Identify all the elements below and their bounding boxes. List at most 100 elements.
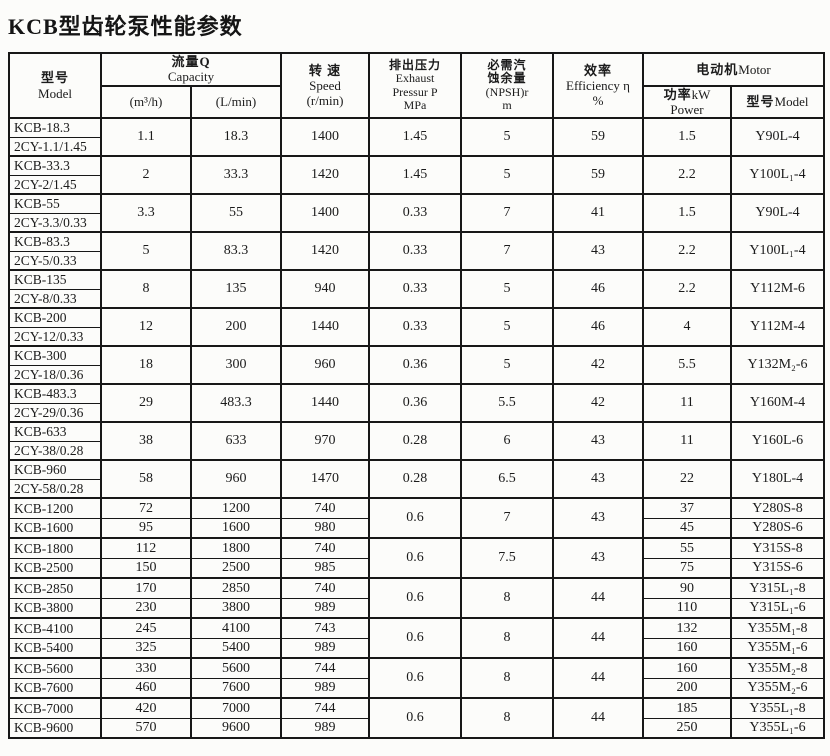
cell-capacity-lmin: 300	[190, 345, 282, 386]
cell-npsh: 5.5	[460, 383, 554, 424]
header-line: Efficiency η	[566, 77, 630, 93]
cell-npsh: 8	[460, 657, 554, 700]
cell-speed: 740	[280, 537, 370, 559]
cell-motor-model: Y355M₂-6	[729, 677, 826, 700]
cell-capacity-lmin: 960	[190, 459, 282, 500]
cell-capacity-lmin: 2850	[190, 577, 282, 599]
pump-row: KCB-4100 245 4100 743 0.6 8 44 132 Y355M₁-8	[8, 617, 826, 660]
cell-model-kcb: KCB-7000	[8, 697, 102, 719]
cell-speed: 1440	[280, 307, 370, 348]
cell-efficiency: 59	[552, 117, 644, 158]
col-header-pressure: 排出压力 Exhaust Pressur P MPa	[368, 51, 462, 120]
cell-pressure: 1.45	[368, 117, 462, 158]
pump-performance-table: 型号 Model 流量Q Capacity 转 速 Speed (r/min) …	[8, 51, 826, 740]
cell-power: 11	[642, 421, 732, 462]
cell-capacity-lmin: 200	[190, 307, 282, 348]
cell-pressure: 1.45	[368, 155, 462, 196]
cell-model-kcb: KCB-1200	[8, 497, 102, 519]
cell-model-kcb: KCB-135	[8, 269, 102, 290]
header-line: 型号	[40, 70, 69, 86]
cell-npsh: 7	[460, 231, 554, 272]
cell-efficiency: 43	[552, 421, 644, 462]
cell-model-kcb: KCB-9600	[8, 717, 102, 740]
cell-model-2cy: 2CY-1.1/1.45	[8, 136, 102, 158]
cell-pressure: 0.36	[368, 383, 462, 424]
cell-model-2cy: 2CY-18/0.36	[8, 364, 102, 386]
cell-capacity-m3h: 112	[100, 537, 192, 559]
cell-power: 75	[642, 557, 732, 580]
cell-npsh: 7	[460, 193, 554, 234]
cell-motor-model: Y355M₁-8	[729, 617, 826, 639]
cell-model-2cy: 2CY-12/0.33	[8, 326, 102, 348]
pump-row: KCB-1600 95 1600 980 45 Y280S-6	[8, 517, 826, 540]
cell-capacity-m3h: 570	[100, 717, 192, 740]
cell-pressure: 0.33	[368, 231, 462, 272]
cell-capacity-m3h: 8	[100, 269, 192, 310]
cell-speed: 1440	[280, 383, 370, 424]
cell-model-kcb: KCB-7600	[8, 677, 102, 700]
pump-row-alias: 2CY-29/0.36	[8, 402, 824, 424]
cell-npsh: 8	[460, 577, 554, 620]
col-header-capacity-group: 流量Q Capacity	[100, 52, 282, 87]
cell-motor-model: Y315S-8	[729, 537, 826, 559]
cell-model-2cy: 2CY-38/0.28	[8, 440, 102, 462]
cell-capacity-lmin: 633	[190, 421, 282, 462]
pump-row-alias: 2CY-2/1.45	[8, 174, 824, 196]
cell-model-kcb: KCB-1800	[8, 537, 102, 559]
pump-row-primary: KCB-55 3.3 55 1400 0.33 7 41 1.5 Y90L-4	[8, 193, 826, 234]
header-line: 必需汽	[487, 57, 527, 72]
cell-model-2cy: 2CY-29/0.36	[8, 402, 102, 424]
cell-pressure: 0.33	[368, 307, 462, 348]
cell-motor-model: Y132M₂-6	[729, 345, 826, 386]
pump-row-alias: 2CY-5/0.33	[8, 250, 824, 272]
cell-speed: 940	[280, 269, 370, 310]
pump-row-alias: 2CY-8/0.33	[8, 288, 824, 310]
cell-motor-model: Y355L₁-6	[729, 717, 826, 740]
cell-model-kcb: KCB-33.3	[8, 155, 102, 176]
cell-npsh: 6	[460, 421, 554, 462]
cell-motor-model: Y180L-4	[729, 459, 826, 500]
cell-model-2cy: 2CY-2/1.45	[8, 174, 102, 196]
cell-capacity-lmin: 1800	[190, 537, 282, 559]
cell-capacity-lmin: 3800	[190, 597, 282, 620]
pump-row: KCB-1800 112 1800 740 0.6 7.5 43 55 Y315S-8	[8, 537, 826, 580]
cell-capacity-m3h: 330	[100, 657, 192, 679]
header-line: Power	[670, 101, 704, 117]
pump-row: KCB-5600 330 5600 744 0.6 8 44 160 Y355M₂-8	[8, 657, 826, 700]
header-line: 功率kW	[663, 86, 711, 102]
cell-model-kcb: KCB-83.3	[8, 231, 102, 252]
cell-npsh: 8	[460, 617, 554, 660]
cell-pressure: 0.6	[368, 537, 462, 580]
header-line: Capacity	[167, 69, 215, 85]
cell-power: 22	[642, 459, 732, 500]
cell-speed: 989	[280, 637, 370, 660]
pump-row: KCB-9600 570 9600 989 250 Y355L₁-6	[8, 717, 826, 740]
cell-model-kcb: KCB-5600	[8, 657, 102, 679]
cell-pressure: 0.6	[368, 577, 462, 620]
pump-row-alias: 2CY-1.1/1.45	[8, 136, 824, 158]
lower-section: KCB-1200 72 1200 740 0.6 7 43 37 Y280S-8 KCB-1600…	[8, 497, 826, 740]
page-title: KCB型齿轮泵性能参数	[8, 14, 243, 39]
header-line: 流量Q	[171, 54, 211, 69]
cell-efficiency: 43	[552, 459, 644, 500]
cell-model-kcb: KCB-3800	[8, 597, 102, 620]
cell-motor-model: Y315L₁-6	[729, 597, 826, 620]
cell-npsh: 7.5	[460, 537, 554, 580]
header-line: (r/min)	[306, 93, 344, 109]
cell-capacity-m3h: 18	[100, 345, 192, 386]
col-header-efficiency: 效率 Efficiency η %	[552, 51, 644, 120]
cell-power: 11	[642, 383, 732, 424]
cell-model-2cy: 2CY-5/0.33	[8, 250, 102, 272]
cell-model-kcb: KCB-4100	[8, 617, 102, 639]
col-header-motor-power: 功率kW Power	[642, 84, 732, 120]
col-header-motor-model: 型号Model	[729, 84, 826, 120]
cell-model-kcb: KCB-300	[8, 345, 102, 366]
cell-efficiency: 44	[552, 697, 644, 740]
cell-efficiency: 46	[552, 307, 644, 348]
cell-model-2cy: 2CY-3.3/0.33	[8, 212, 102, 234]
header-line: Motor	[738, 61, 771, 77]
header-line: 效率	[583, 62, 612, 78]
col-header-npsh: 必需汽 蚀余量 (NPSH)r m	[460, 51, 554, 120]
cell-power: 2.2	[642, 231, 732, 272]
header-line: 电动机	[696, 61, 739, 77]
